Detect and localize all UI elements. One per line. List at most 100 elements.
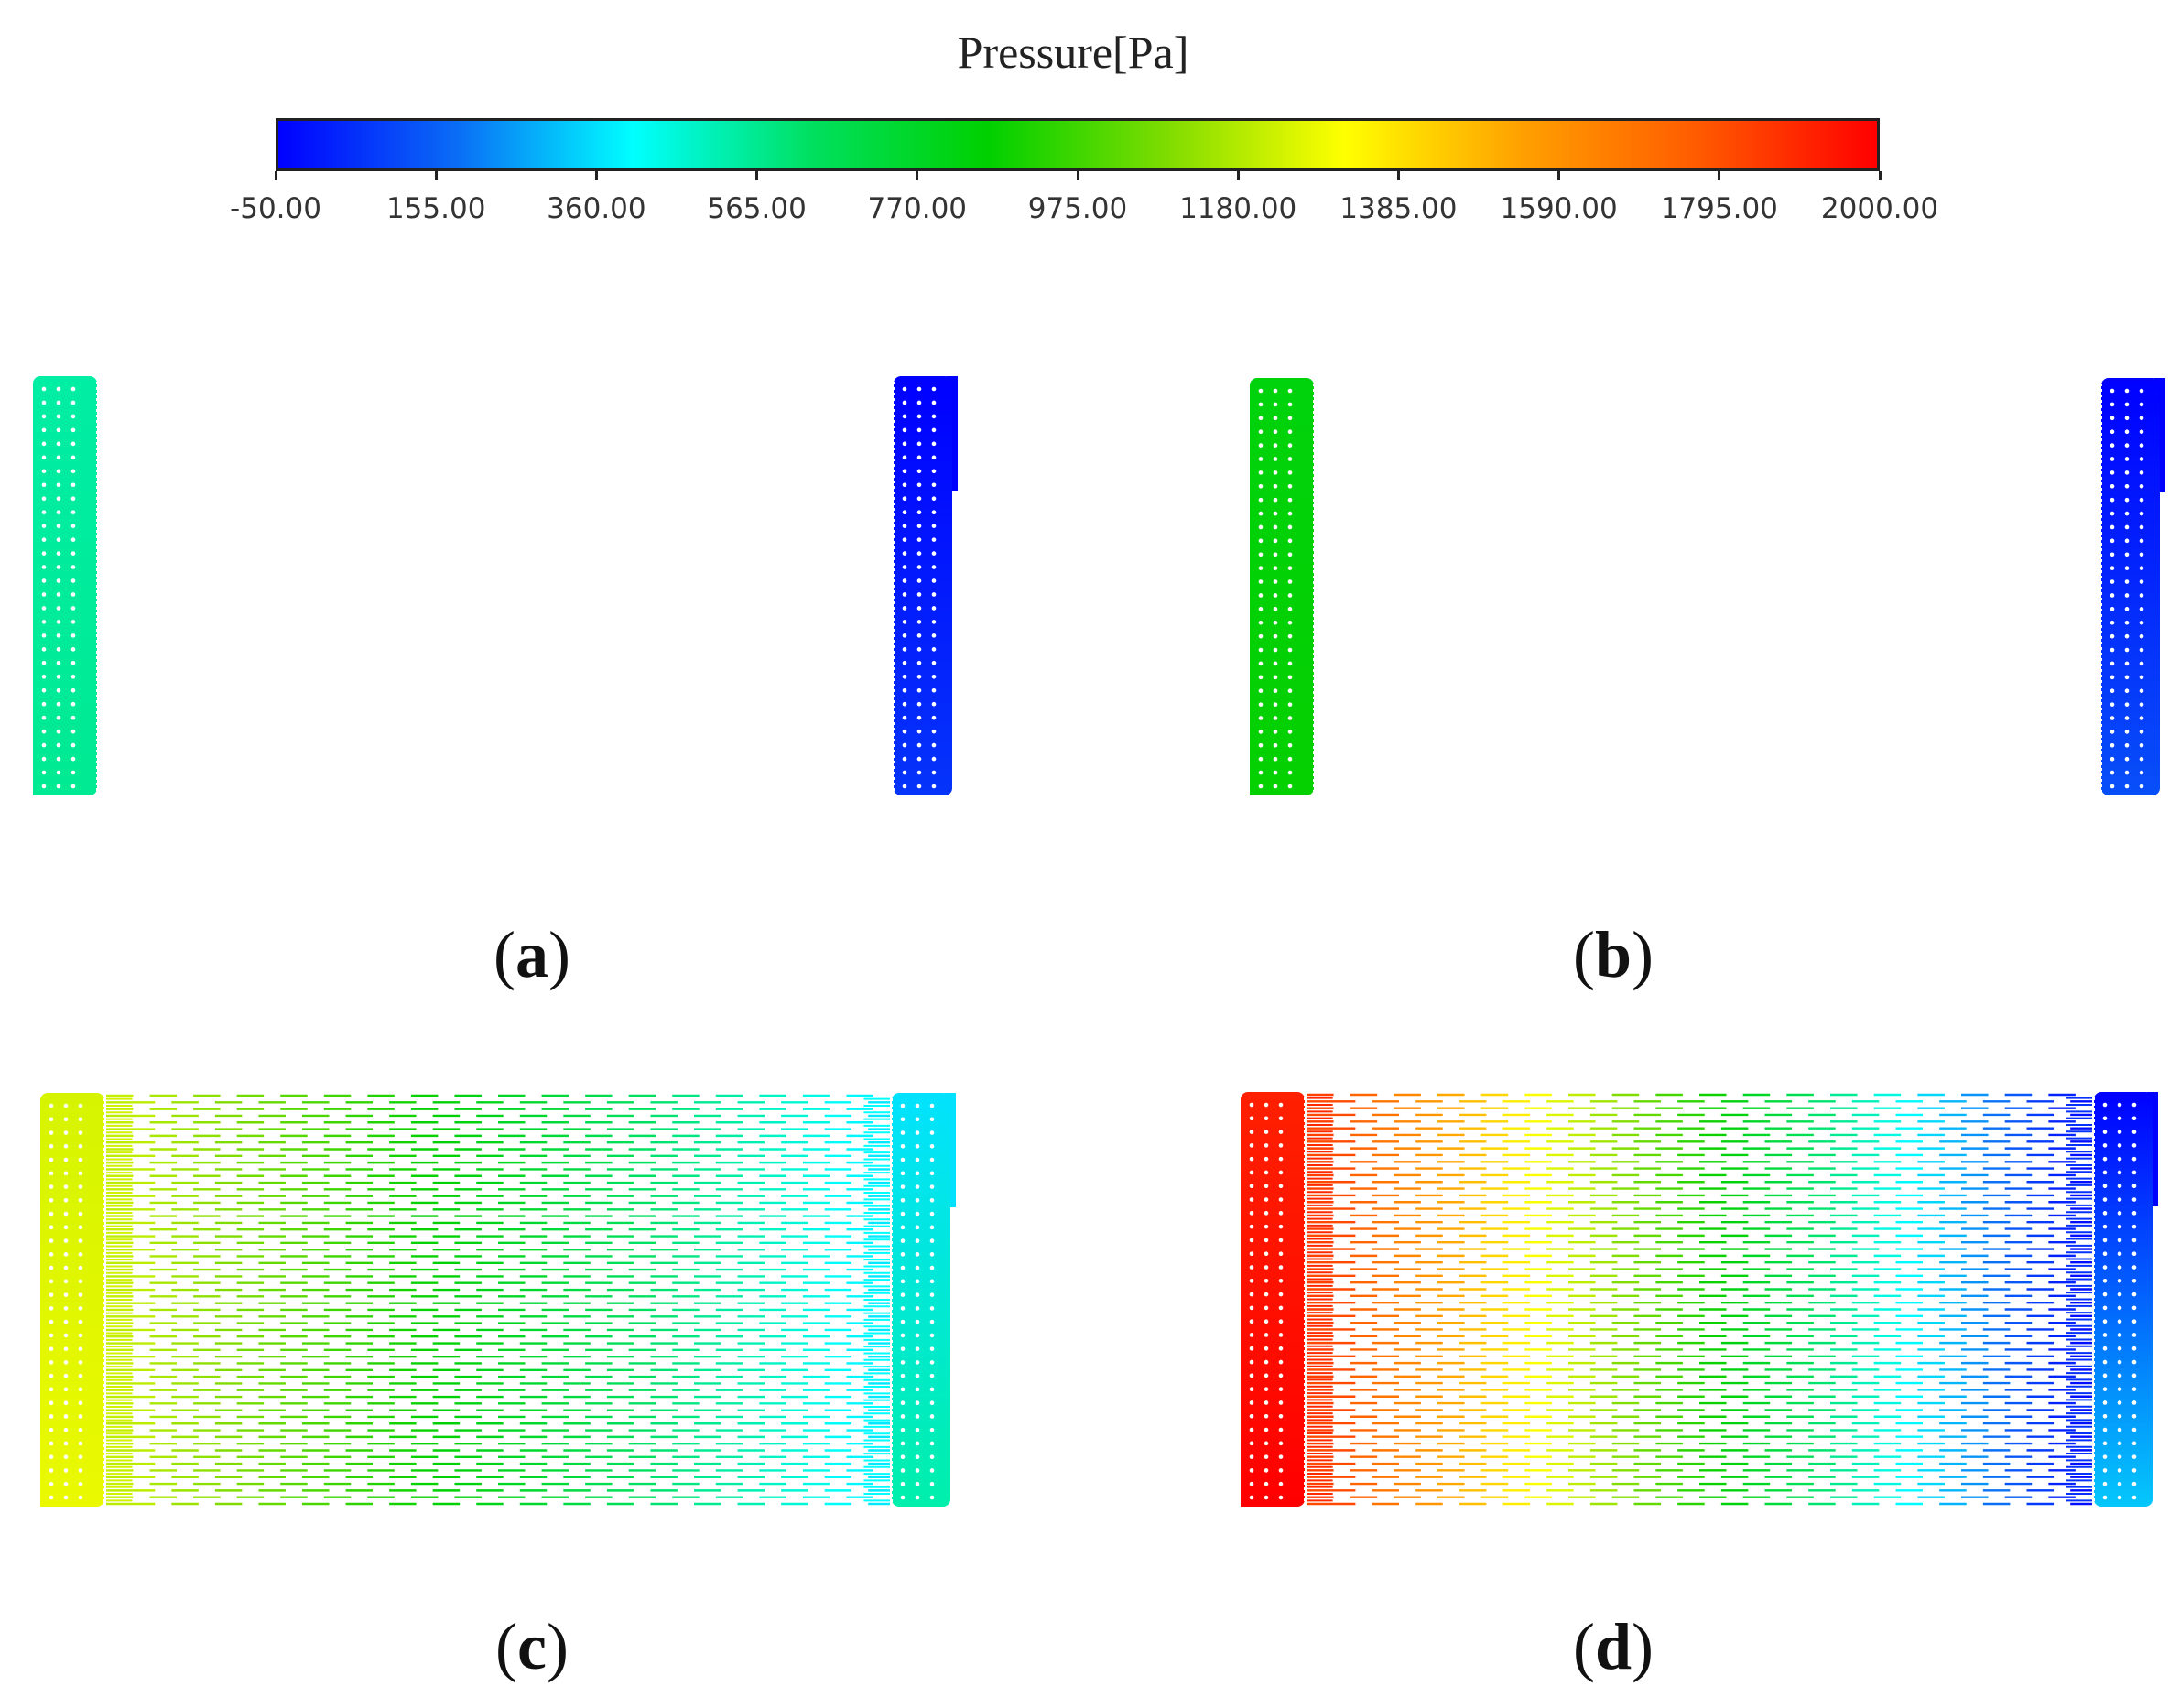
manifold-dot [2102, 1292, 2108, 1297]
manifold-dot [70, 482, 76, 488]
manifold-dot [931, 729, 937, 734]
manifold-dot [1264, 1495, 1269, 1500]
manifold-dot [1273, 388, 1278, 394]
manifold-dot [2131, 1102, 2137, 1108]
manifold-dot [2117, 1143, 2122, 1148]
manifold-dot [915, 1454, 920, 1460]
manifold-dot [56, 469, 61, 474]
manifold-dot [2102, 1279, 2108, 1283]
manifold-dot [2102, 1468, 2108, 1473]
manifold-dot [1249, 1292, 1254, 1297]
manifold-dot [70, 633, 76, 638]
manifold-dot [49, 1319, 54, 1324]
manifold-dot [1258, 524, 1264, 530]
manifold-dot [916, 729, 922, 734]
manifold-dot [900, 1157, 906, 1162]
manifold-dot [2139, 429, 2144, 434]
manifold-dot [929, 1495, 935, 1500]
colorbar-tick-label: 1590.00 [1500, 192, 1618, 225]
manifold-dot [2102, 1170, 2108, 1175]
manifold-dot [1278, 1305, 1284, 1311]
manifold-dot [915, 1184, 920, 1189]
manifold-dot [78, 1211, 83, 1216]
manifold-dot [41, 620, 47, 624]
manifold-dot [902, 455, 907, 460]
manifold-dot [929, 1292, 935, 1297]
manifold-dot [2139, 470, 2144, 475]
manifold-dot [916, 620, 922, 624]
manifold-dot [1264, 1346, 1269, 1351]
manifold-dot [2131, 1481, 2137, 1486]
manifold-dot [1278, 1238, 1284, 1243]
manifold-dot [929, 1360, 935, 1365]
manifold-dot [900, 1387, 906, 1392]
manifold-dot [2124, 579, 2130, 584]
manifold-dot [2139, 538, 2144, 544]
manifold-dot [916, 482, 922, 488]
manifold-dot [1258, 470, 1264, 475]
manifold-dot [70, 687, 76, 693]
manifold-dot [931, 510, 937, 514]
manifold-dot [1258, 730, 1264, 734]
manifold-dot [1258, 552, 1264, 557]
colorbar-tick-mark [1076, 171, 1079, 180]
manifold-dot [56, 701, 61, 707]
manifold-dot [63, 1292, 69, 1297]
colorbar-tick-label: 2000.00 [1820, 192, 1939, 225]
manifold-dot [2124, 593, 2130, 598]
manifold-dot [915, 1117, 920, 1122]
manifold-dot [902, 441, 907, 447]
manifold-dot [63, 1454, 69, 1460]
manifold-dot [1273, 607, 1278, 611]
manifold-dot [78, 1184, 83, 1189]
manifold-dot [2110, 429, 2115, 434]
manifold-dot [2124, 538, 2130, 544]
manifold-dot [915, 1103, 920, 1108]
manifold-dot [41, 729, 47, 734]
manifold-dot [70, 496, 76, 502]
manifold-dot [929, 1225, 935, 1230]
manifold-dot [2139, 388, 2144, 394]
manifold-dot [902, 756, 907, 762]
manifold-dot [915, 1468, 920, 1473]
manifold-dot [2110, 688, 2115, 694]
manifold-dot [2110, 524, 2115, 530]
manifold-dot [2102, 1251, 2108, 1257]
manifold-dot [70, 606, 76, 611]
manifold-dot [929, 1319, 935, 1324]
manifold-dot [2117, 1454, 2122, 1459]
manifold-dot [1258, 702, 1264, 707]
manifold-dot [2139, 620, 2144, 625]
manifold-dot [900, 1184, 906, 1189]
manifold-dot [49, 1346, 54, 1351]
manifold-dot [1273, 524, 1278, 530]
manifold-dot [915, 1481, 920, 1486]
manifold-dot [2110, 607, 2115, 611]
colorbar-tick-mark [1396, 171, 1400, 180]
manifold-dot [56, 386, 61, 392]
manifold-dot [2117, 1468, 2122, 1473]
manifold-dot [1273, 770, 1278, 775]
manifold-dot [56, 551, 61, 556]
manifold-dot [2139, 579, 2144, 584]
manifold-dot [915, 1441, 920, 1446]
manifold-dot [1258, 607, 1264, 611]
manifold-dot [2117, 1441, 2122, 1446]
manifold-dot [915, 1400, 920, 1405]
manifold-dot [1258, 661, 1264, 666]
manifold-dot [902, 482, 907, 488]
manifold-dot [78, 1252, 83, 1257]
manifold-dot [70, 565, 76, 569]
manifold-dot [902, 414, 907, 419]
manifold-dot [2139, 457, 2144, 461]
manifold-dot [1264, 1279, 1269, 1283]
outlet-manifold [894, 376, 952, 795]
manifold-dot [2131, 1143, 2137, 1148]
manifold-dot [49, 1157, 54, 1162]
manifold-dot [49, 1292, 54, 1297]
manifold-dot [931, 647, 937, 652]
manifold-dot [41, 455, 47, 460]
manifold-dot [900, 1238, 906, 1243]
manifold-dot [931, 400, 937, 405]
manifold-dot [41, 427, 47, 433]
